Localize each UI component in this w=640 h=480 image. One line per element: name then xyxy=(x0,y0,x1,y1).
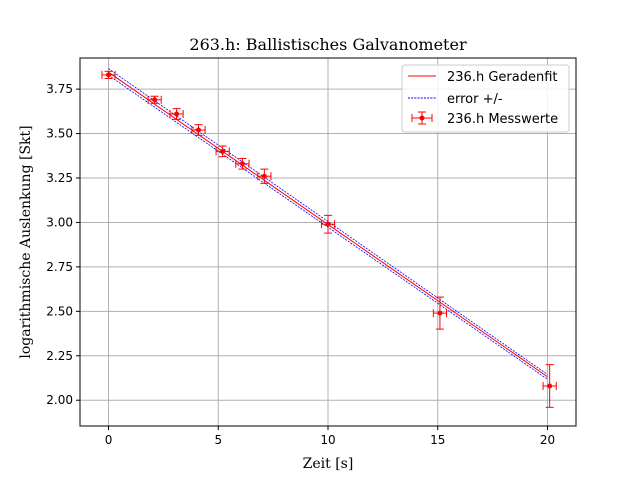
y-tick-label: 2.25 xyxy=(46,349,73,363)
legend: 236.h Geradenfit error +/- 236.h Messwer… xyxy=(401,64,570,133)
chart-title: 263.h: Ballistisches Galvanometer xyxy=(189,35,467,54)
x-axis-ticks: 0 5 10 15 20 xyxy=(105,426,555,447)
data-marker xyxy=(261,173,267,179)
data-point xyxy=(235,157,250,170)
data-point xyxy=(169,108,184,120)
data-marker xyxy=(220,148,226,154)
data-marker xyxy=(547,383,553,389)
legend-fit-label: 236.h Geradenfit xyxy=(447,70,557,85)
data-marker xyxy=(325,221,331,227)
y-tick-label: 3.75 xyxy=(46,82,73,96)
y-tick-label: 2.75 xyxy=(46,260,73,274)
data-point xyxy=(432,296,448,330)
data-points xyxy=(101,70,557,408)
data-point xyxy=(257,168,272,184)
data-point xyxy=(542,364,557,408)
y-axis-label: logarithmische Auslenkung [Skt] xyxy=(18,125,34,358)
data-point xyxy=(147,95,162,104)
x-tick-label: 15 xyxy=(430,433,445,447)
data-marker xyxy=(437,310,443,316)
legend-box xyxy=(401,64,570,133)
data-marker xyxy=(152,97,158,103)
data-point xyxy=(215,145,230,158)
legend-points-label: 236.h Messwerte xyxy=(447,112,558,127)
x-tick-label: 20 xyxy=(540,433,555,447)
y-axis-ticks: 2.00 2.25 2.50 2.75 3.00 3.25 3.50 3.75 xyxy=(46,82,80,407)
data-marker xyxy=(174,111,180,117)
legend-error-label: error +/- xyxy=(447,92,503,107)
data-point xyxy=(191,124,206,136)
y-tick-label: 2.00 xyxy=(46,393,73,407)
data-point xyxy=(101,70,116,79)
x-tick-label: 5 xyxy=(214,433,222,447)
y-tick-label: 3.50 xyxy=(46,127,73,141)
x-tick-label: 0 xyxy=(105,433,113,447)
data-marker xyxy=(196,127,202,133)
data-marker xyxy=(239,161,245,167)
x-tick-label: 10 xyxy=(320,433,335,447)
data-point xyxy=(320,214,336,234)
legend-points-swatch xyxy=(411,111,433,125)
y-tick-label: 3.00 xyxy=(46,215,73,229)
data-marker xyxy=(106,72,112,78)
y-tick-label: 2.50 xyxy=(46,304,73,318)
y-tick-label: 3.25 xyxy=(46,171,73,185)
x-axis-label: Zeit [s] xyxy=(303,456,354,472)
